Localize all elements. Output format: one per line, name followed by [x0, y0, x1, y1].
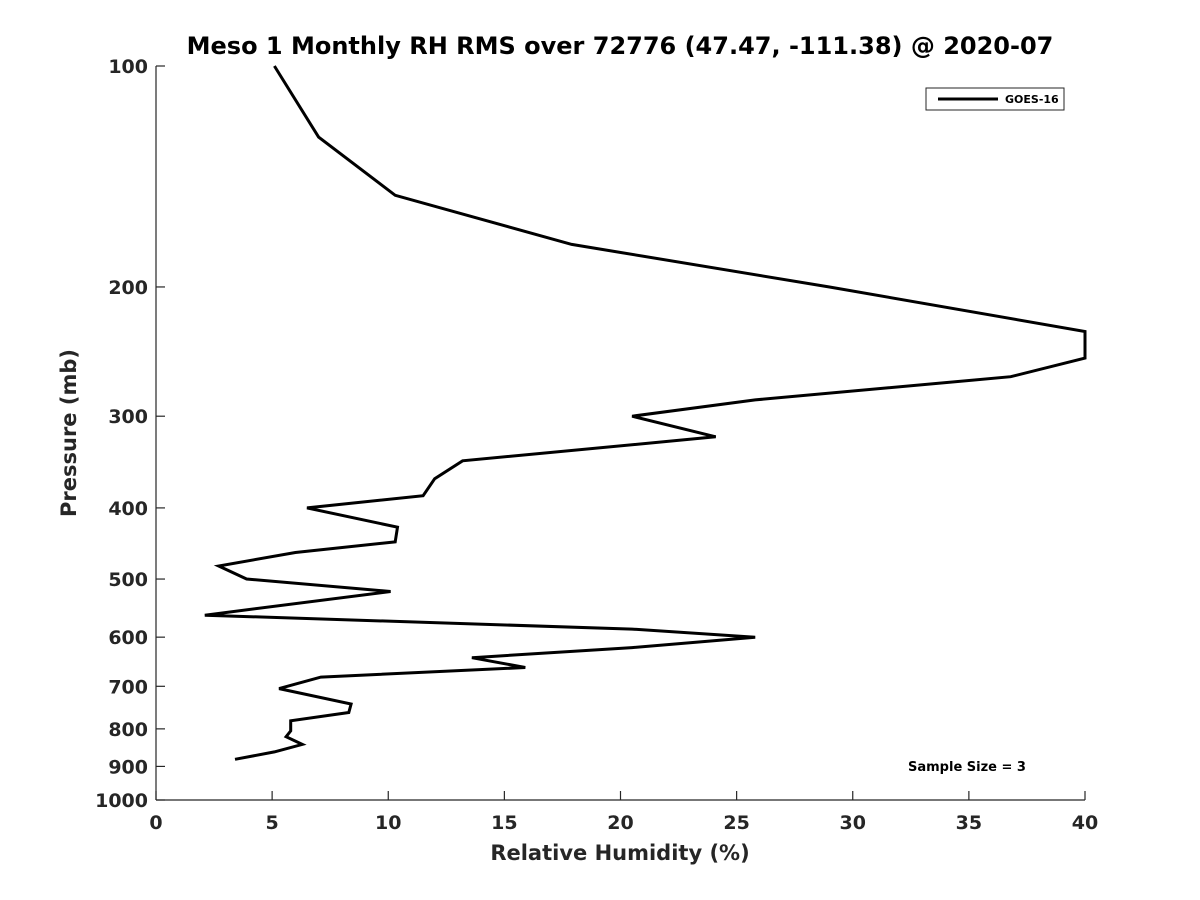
plot-area: 0 5 10 15 20 25 30 35 40 100 200 300 400 500 600 700 800… — [95, 56, 1098, 834]
chart-title: Meso 1 Monthly RH RMS over 72776 (47.47,… — [187, 32, 1054, 60]
series-line-goes-16 — [204, 65, 1087, 761]
x-tick-label: 40 — [1072, 812, 1098, 834]
legend-label: GOES-16 — [1005, 93, 1059, 106]
x-tick-label: 20 — [607, 812, 633, 834]
legend: GOES-16 — [925, 87, 1065, 111]
x-tick-label: 0 — [149, 812, 162, 834]
sample-size-annotation: Sample Size = 3 — [908, 760, 1026, 775]
y-tick-label: 300 — [108, 406, 148, 428]
x-tick-label: 30 — [840, 812, 866, 834]
y-tick-label: 600 — [108, 627, 148, 649]
x-tick-label: 15 — [491, 812, 517, 834]
y-tick-label: 200 — [108, 277, 148, 299]
x-axis-label: Relative Humidity (%) — [490, 841, 749, 865]
y-tick-label: 800 — [108, 719, 148, 741]
x-tick-label: 25 — [723, 812, 749, 834]
y-tick-label: 100 — [108, 56, 148, 78]
y-tick-label: 500 — [108, 569, 148, 591]
y-tick-label: 700 — [108, 676, 148, 698]
x-tick-label: 10 — [375, 812, 401, 834]
x-tick-label: 35 — [956, 812, 982, 834]
y-tick-label: 900 — [108, 756, 148, 778]
y-axis-label: Pressure (mb) — [57, 349, 81, 517]
y-tick-label: 400 — [108, 498, 148, 520]
y-tick-label: 1000 — [95, 790, 148, 812]
x-tick-label: 5 — [266, 812, 279, 834]
